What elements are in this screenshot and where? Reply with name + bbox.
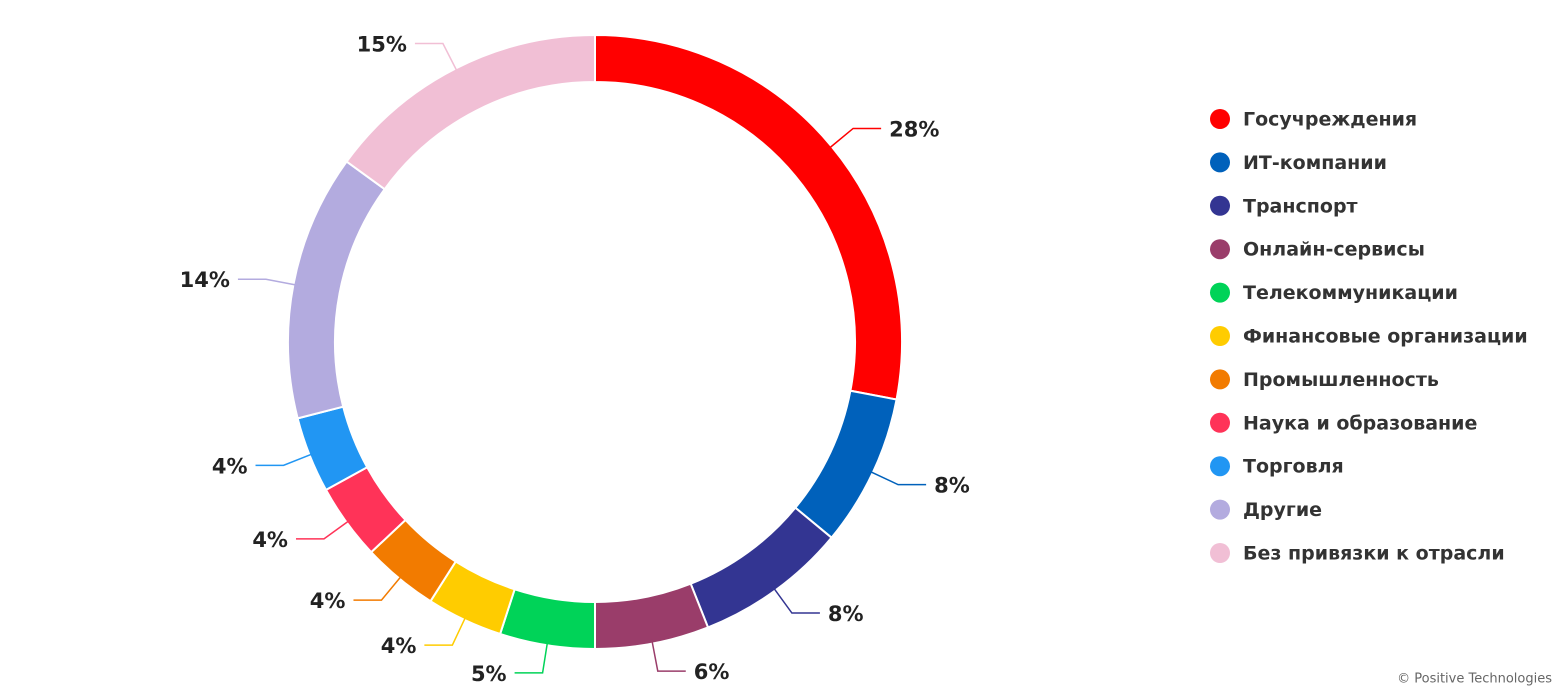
slice — [594, 33, 903, 401]
leader-line — [514, 641, 549, 674]
legend-marker — [1210, 543, 1230, 563]
leader-line — [651, 639, 686, 672]
legend-label: Онлайн-сервисы — [1243, 239, 1425, 261]
data-label: 4% — [212, 454, 248, 478]
leader-line — [424, 615, 467, 646]
legend-marker — [1210, 456, 1230, 477]
leader-line — [827, 127, 882, 150]
data-label: 4% — [310, 589, 346, 613]
legend-marker — [1210, 369, 1230, 390]
legend-marker — [1210, 109, 1230, 129]
legend-marker — [1210, 499, 1230, 520]
data-label: 6% — [694, 660, 730, 684]
leader-line — [868, 470, 927, 486]
slice — [793, 389, 898, 540]
legend-label: Другие — [1243, 499, 1322, 521]
credit: © Positive Technologies — [1397, 672, 1552, 687]
legend-marker — [1210, 152, 1230, 173]
data-label: 4% — [252, 528, 288, 552]
data-label: 5% — [471, 662, 507, 686]
slice — [594, 582, 710, 651]
legend-label: Торговля — [1243, 456, 1344, 478]
legend-label: Наука и образование — [1243, 412, 1477, 434]
slice — [345, 33, 596, 191]
data-label: 8% — [934, 474, 970, 498]
data-label: 15% — [357, 33, 407, 57]
legend-label: Финансовые организации — [1243, 326, 1528, 348]
data-label: 4% — [381, 634, 417, 658]
legend-label: Транспорт — [1243, 195, 1358, 217]
legend-label: Телекоммуникации — [1243, 282, 1458, 304]
legend-marker — [1210, 412, 1230, 433]
leader-line — [255, 452, 314, 467]
data-label: 28% — [889, 117, 939, 141]
legend-marker — [1210, 239, 1230, 260]
legend-label: Госучреждения — [1243, 109, 1417, 131]
slice — [287, 160, 387, 420]
legend-marker — [1210, 326, 1230, 346]
leader-line — [353, 574, 403, 601]
slice — [498, 588, 596, 651]
legend-label: Без привязки к отрасли — [1243, 543, 1505, 565]
leader-line — [772, 586, 820, 614]
leader-line — [295, 519, 351, 540]
legend-label: Промышленность — [1243, 369, 1439, 391]
legend-marker — [1210, 195, 1230, 216]
data-label: 14% — [180, 268, 230, 292]
leader-line — [237, 278, 298, 286]
legend-label: ИТ-компании — [1243, 152, 1387, 174]
legend-marker — [1210, 282, 1230, 303]
slice — [689, 506, 833, 629]
data-label: 8% — [828, 602, 864, 626]
leader-line — [414, 42, 459, 73]
